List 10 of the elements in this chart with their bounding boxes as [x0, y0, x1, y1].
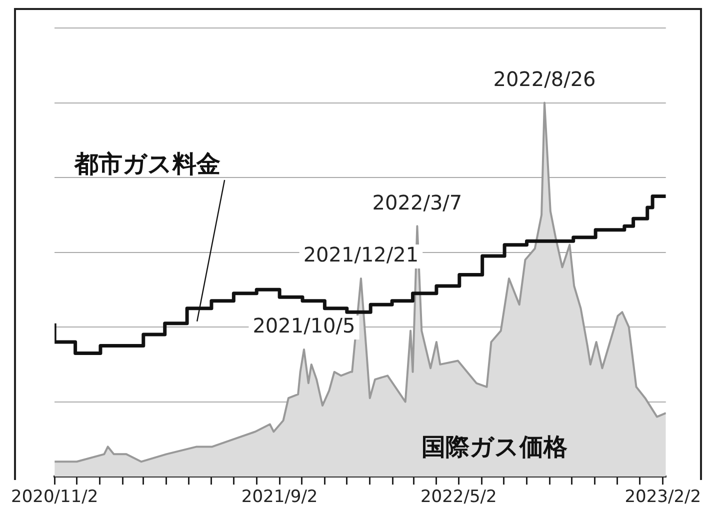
annotation: 2021/10/5: [252, 314, 356, 338]
x-tick-label: 2022/5/2: [420, 487, 497, 508]
text: 都市ガス料金: [74, 150, 221, 178]
annotation: 2022/8/26: [493, 66, 596, 91]
x-tick-label: 2021/9/2: [241, 487, 318, 508]
annotation: 2021/12/21: [303, 242, 419, 267]
annotation: 2022/3/7: [372, 190, 462, 214]
x-tick-label: 2020/11/2: [10, 487, 98, 508]
x-tick-label: 2023/2/2: [624, 487, 702, 508]
series-label: 国際ガス価格: [422, 432, 569, 461]
